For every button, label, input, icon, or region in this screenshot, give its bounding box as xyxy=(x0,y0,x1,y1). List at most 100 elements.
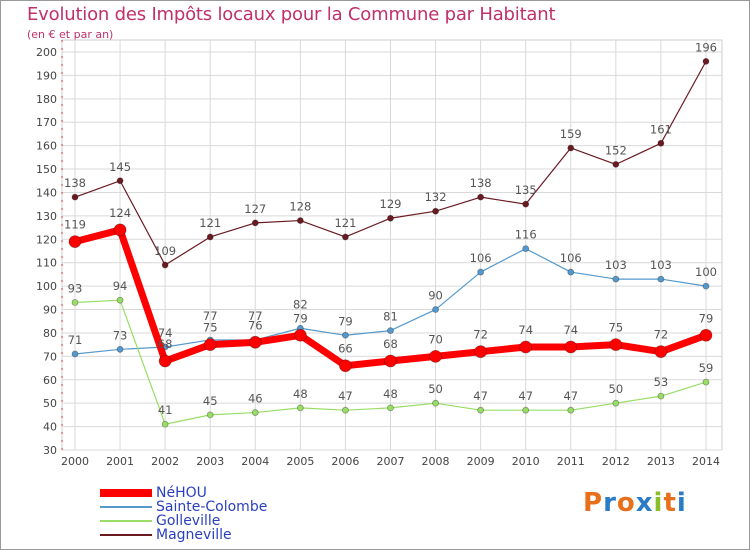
data-label: 47 xyxy=(518,389,533,403)
y-tick-label: 90 xyxy=(43,304,57,317)
data-label: 138 xyxy=(64,176,86,190)
y-tick-label: 120 xyxy=(36,233,57,246)
data-label: 53 xyxy=(654,375,669,389)
logo-letter: t xyxy=(663,488,677,518)
data-point xyxy=(699,328,713,342)
data-point xyxy=(158,354,172,368)
legend-label: Magneville xyxy=(156,527,232,543)
data-label: 66 xyxy=(338,342,353,356)
y-tick-label: 160 xyxy=(36,140,57,153)
data-label: 50 xyxy=(428,382,443,396)
y-tick-label: 80 xyxy=(43,327,57,340)
data-label: 75 xyxy=(203,321,218,335)
legend-item: Sainte-Colombe xyxy=(100,500,267,514)
logo-letter: x xyxy=(635,488,654,518)
data-label: 79 xyxy=(338,314,353,328)
logo-letter: i xyxy=(653,488,664,518)
data-point xyxy=(564,340,578,354)
data-point xyxy=(71,193,79,201)
data-point xyxy=(609,338,623,352)
data-label: 109 xyxy=(154,244,176,258)
legend-item: Golleville xyxy=(100,514,267,528)
data-label: 77 xyxy=(248,309,263,323)
data-label: 128 xyxy=(289,200,311,214)
data-label: 71 xyxy=(68,333,83,347)
legend-swatch xyxy=(100,534,152,536)
y-tick-label: 70 xyxy=(43,350,57,363)
data-label: 79 xyxy=(293,311,308,325)
data-label: 132 xyxy=(425,190,447,204)
x-tick-label: 2010 xyxy=(512,455,540,468)
data-point xyxy=(342,331,349,339)
data-label: 47 xyxy=(473,389,488,403)
data-point xyxy=(206,233,214,241)
logo-letter: i xyxy=(676,488,687,518)
data-label: 75 xyxy=(609,321,624,335)
data-label: 47 xyxy=(563,389,578,403)
x-tick-label: 2008 xyxy=(422,455,450,468)
y-tick-label: 140 xyxy=(36,186,57,199)
data-label: 116 xyxy=(515,228,537,242)
data-label: 68 xyxy=(158,337,173,351)
data-point xyxy=(296,404,304,412)
data-label: 59 xyxy=(699,361,714,375)
y-tick-label: 200 xyxy=(36,46,57,59)
data-point xyxy=(71,350,79,358)
data-point xyxy=(432,399,439,407)
data-point xyxy=(206,411,214,419)
data-label: 48 xyxy=(383,387,398,401)
data-point xyxy=(116,345,124,353)
data-point xyxy=(203,338,217,352)
data-label: 121 xyxy=(199,216,221,230)
y-tick-label: 100 xyxy=(36,280,57,293)
y-tick-label: 190 xyxy=(36,69,57,82)
data-point xyxy=(567,144,575,152)
x-tick-label: 2003 xyxy=(196,455,224,468)
chart-title: Evolution des Impôts locaux pour la Comm… xyxy=(27,4,556,25)
data-label: 100 xyxy=(695,265,717,279)
data-label: 94 xyxy=(113,279,128,293)
y-tick-label: 150 xyxy=(36,163,57,176)
data-label: 70 xyxy=(428,332,443,346)
data-point xyxy=(342,406,349,414)
data-point xyxy=(384,354,397,368)
data-point xyxy=(387,327,394,335)
y-tick-label: 170 xyxy=(36,116,57,129)
x-tick-label: 2004 xyxy=(241,455,269,468)
data-label: 129 xyxy=(380,197,402,211)
legend-label: NéHOU xyxy=(156,485,207,501)
legend-label: Golleville xyxy=(156,513,221,529)
data-point xyxy=(612,160,620,168)
data-label: 76 xyxy=(248,318,263,332)
data-point xyxy=(474,345,488,359)
y-tick-label: 40 xyxy=(43,421,57,434)
data-point xyxy=(113,223,127,237)
data-point xyxy=(387,214,394,222)
data-point xyxy=(567,268,575,276)
x-tick-label: 2005 xyxy=(286,455,314,468)
data-point xyxy=(116,296,124,304)
data-label: 50 xyxy=(609,382,624,396)
data-point xyxy=(657,392,665,400)
data-label: 119 xyxy=(64,218,86,232)
data-point xyxy=(296,217,304,224)
data-point xyxy=(567,406,575,414)
data-point xyxy=(68,235,82,249)
data-label: 90 xyxy=(428,289,443,303)
data-point xyxy=(477,193,485,201)
data-point xyxy=(654,345,668,359)
legend-swatch xyxy=(100,520,152,522)
legend-item: NéHOU xyxy=(100,486,267,500)
data-point xyxy=(248,335,262,349)
data-point xyxy=(432,306,439,313)
data-label: 74 xyxy=(158,326,173,340)
y-tick-label: 60 xyxy=(43,374,57,387)
data-point xyxy=(432,207,439,215)
data-label: 152 xyxy=(605,143,627,157)
x-tick-label: 2006 xyxy=(331,455,359,468)
data-label: 79 xyxy=(699,311,714,325)
data-label: 46 xyxy=(248,392,263,406)
data-label: 145 xyxy=(109,160,131,174)
data-point xyxy=(519,340,533,354)
data-point xyxy=(702,378,710,386)
